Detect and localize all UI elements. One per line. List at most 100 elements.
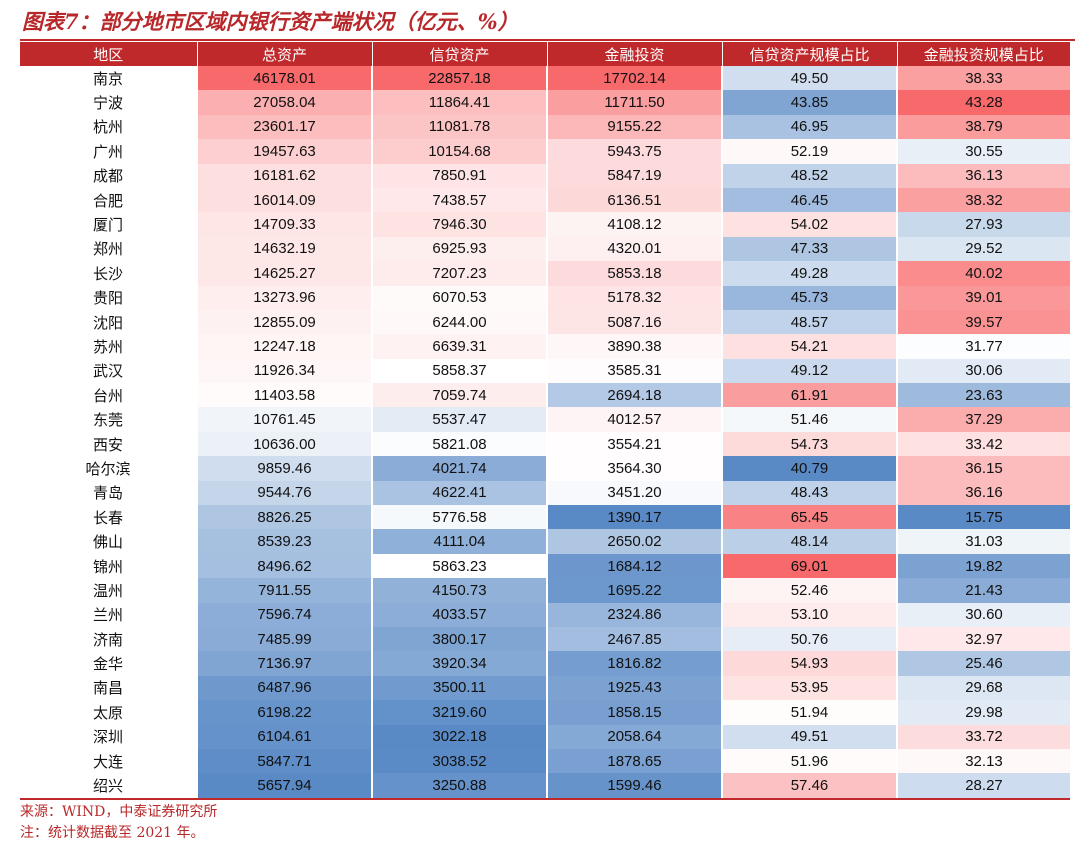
credit-assets-cell: 3022.18: [371, 724, 547, 749]
credit-assets-cell: 5537.47: [371, 407, 547, 432]
credit-share-cell: 49.51: [721, 724, 897, 749]
credit-assets-cell: 4033.57: [371, 602, 547, 627]
credit-share-cell: 52.19: [721, 139, 897, 164]
total-assets-cell: 7911.55: [196, 578, 372, 603]
total-assets-cell: 8539.23: [196, 529, 372, 554]
region-cell: 温州: [92, 581, 123, 600]
total-assets-cell: 14625.27: [196, 261, 372, 286]
total-assets-cell: 12855.09: [196, 309, 372, 335]
table-row: 西安 10636.00 5821.08 3554.21 54.73 33.42: [20, 431, 1070, 457]
credit-share-cell: 52.46: [721, 578, 897, 603]
investment-cell: 9155.22: [546, 114, 722, 140]
header-row: 地区 总资产 信贷资产 金融投资 信贷资产规模占比 金融投资规模占比: [20, 42, 1070, 66]
credit-share-cell: 40.79: [721, 456, 897, 481]
region-cell: 郑州: [92, 240, 123, 259]
table-row: 苏州 12247.18 6639.31 3890.38 54.21 31.77: [20, 334, 1070, 359]
header-credit-share: 信贷资产规模占比: [721, 42, 897, 66]
total-assets-cell: 13273.96: [196, 285, 372, 310]
investment-share-cell: 30.55: [896, 139, 1070, 164]
investment-share-cell: 36.16: [896, 480, 1070, 506]
investment-cell: 3554.21: [546, 431, 722, 457]
total-assets-cell: 5847.71: [196, 748, 372, 774]
footnote: 注：统计数据截至 2021 年。: [20, 825, 205, 841]
investment-cell: 5087.16: [546, 309, 722, 335]
region-cell: 济南: [92, 630, 123, 649]
investment-share-cell: 32.13: [896, 748, 1070, 774]
investment-cell: 1695.22: [546, 578, 722, 603]
investment-share-cell: 32.97: [896, 626, 1070, 652]
credit-assets-cell: 7059.74: [371, 383, 547, 408]
total-assets-cell: 14709.33: [196, 212, 372, 237]
table-row: 大连 5847.71 3038.52 1878.65 51.96 32.13: [20, 748, 1070, 774]
table-row: 郑州 14632.19 6925.93 4320.01 47.33 29.52: [20, 236, 1070, 262]
credit-share-cell: 51.96: [721, 748, 897, 774]
investment-share-cell: 39.57: [896, 309, 1070, 335]
credit-share-cell: 49.50: [721, 66, 897, 91]
total-assets-cell: 11926.34: [196, 358, 372, 384]
region-cell: 佛山: [92, 533, 123, 552]
region-cell: 沈阳: [92, 313, 123, 332]
credit-share-cell: 48.57: [721, 309, 897, 335]
investment-share-cell: 40.02: [896, 261, 1070, 286]
table-row: 济南 7485.99 3800.17 2467.85 50.76 32.97: [20, 626, 1070, 652]
region-cell: 太原: [92, 703, 123, 722]
credit-share-cell: 53.10: [721, 602, 897, 627]
investment-share-cell: 30.60: [896, 602, 1070, 627]
credit-assets-cell: 5863.23: [371, 553, 547, 579]
table-row: 锦州 8496.62 5863.23 1684.12 69.01 19.82: [20, 553, 1070, 579]
region-cell: 东莞: [92, 411, 123, 430]
credit-assets-cell: 4111.04: [371, 529, 547, 554]
total-assets-cell: 16181.62: [196, 163, 372, 188]
investment-share-cell: 28.27: [896, 773, 1070, 800]
table-row: 温州 7911.55 4150.73 1695.22 52.46 21.43: [20, 578, 1070, 603]
table-row: 东莞 10761.45 5537.47 4012.57 51.46 37.29: [20, 407, 1070, 432]
investment-share-cell: 19.82: [896, 553, 1070, 579]
credit-assets-cell: 3250.88: [371, 773, 547, 800]
total-assets-cell: 10761.45: [196, 407, 372, 432]
credit-assets-cell: 3038.52: [371, 748, 547, 774]
table-row: 南京 46178.01 22857.18 17702.14 49.50 38.33: [20, 66, 1070, 91]
investment-cell: 3564.30: [546, 456, 722, 481]
credit-share-cell: 47.33: [721, 236, 897, 262]
region-cell: 厦门: [92, 216, 123, 235]
table-row: 太原 6198.22 3219.60 1858.15 51.94 29.98: [20, 700, 1070, 725]
credit-share-cell: 50.76: [721, 626, 897, 652]
region-cell: 杭州: [92, 118, 123, 137]
total-assets-cell: 6104.61: [196, 724, 372, 749]
investment-cell: 5943.75: [546, 139, 722, 164]
investment-cell: 4108.12: [546, 212, 722, 237]
region-cell: 长春: [92, 508, 123, 527]
credit-share-cell: 49.28: [721, 261, 897, 286]
investment-cell: 17702.14: [546, 66, 722, 91]
credit-share-cell: 48.43: [721, 480, 897, 506]
title-rule: [20, 39, 1075, 41]
investment-cell: 1599.46: [546, 773, 722, 800]
credit-share-cell: 51.46: [721, 407, 897, 432]
table-row: 长春 8826.25 5776.58 1390.17 65.45 15.75: [20, 505, 1070, 530]
credit-assets-cell: 3500.11: [371, 675, 547, 701]
investment-cell: 4012.57: [546, 407, 722, 432]
credit-assets-cell: 10154.68: [371, 139, 547, 164]
table-row: 宁波 27058.04 11864.41 11711.50 43.85 43.28: [20, 90, 1070, 115]
table-row: 台州 11403.58 7059.74 2694.18 61.91 23.63: [20, 383, 1070, 408]
table-row: 青岛 9544.76 4622.41 3451.20 48.43 36.16: [20, 480, 1070, 506]
investment-share-cell: 31.03: [896, 529, 1070, 554]
investment-share-cell: 38.79: [896, 114, 1070, 140]
credit-share-cell: 54.93: [721, 651, 897, 676]
table-row: 厦门 14709.33 7946.30 4108.12 54.02 27.93: [20, 212, 1070, 237]
investment-share-cell: 37.29: [896, 407, 1070, 432]
credit-assets-cell: 11081.78: [371, 114, 547, 140]
total-assets-cell: 27058.04: [196, 90, 372, 115]
region-cell: 金华: [92, 655, 123, 674]
investment-cell: 2467.85: [546, 626, 722, 652]
investment-cell: 2324.86: [546, 602, 722, 627]
investment-cell: 6136.51: [546, 187, 722, 213]
table-row: 贵阳 13273.96 6070.53 5178.32 45.73 39.01: [20, 285, 1070, 310]
investment-share-cell: 36.15: [896, 456, 1070, 481]
credit-assets-cell: 6639.31: [371, 334, 547, 359]
credit-assets-cell: 4021.74: [371, 456, 547, 481]
region-cell: 广州: [92, 142, 123, 161]
investment-share-cell: 39.01: [896, 285, 1070, 310]
credit-assets-cell: 5858.37: [371, 358, 547, 384]
total-assets-cell: 19457.63: [196, 139, 372, 164]
